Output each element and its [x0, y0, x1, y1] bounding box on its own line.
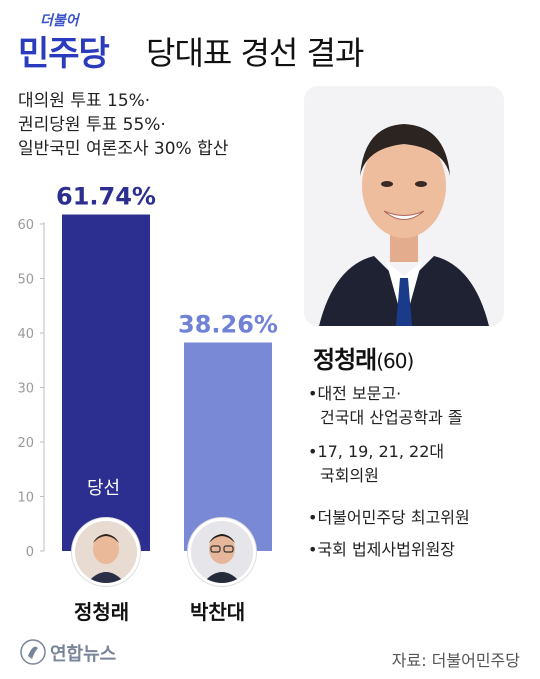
y-tick-label: 10 — [17, 491, 34, 506]
bio-item-1-cont: 건국대 산업공학과 졸 — [320, 408, 463, 427]
page-title: 당대표 경선 결과 — [146, 34, 364, 72]
source-text: 자료: 더불어민주당 — [391, 651, 520, 670]
bar-chart: 0 10 20 30 40 50 60 61.74% 38.26% — [17, 183, 278, 560]
note-line-3: 일반국민 여론조사 30% 합산 — [18, 139, 229, 159]
y-tick-label: 20 — [17, 436, 34, 451]
avatar-park — [188, 518, 256, 586]
candidate-photo — [304, 86, 504, 326]
logo-text: 연합뉴스 — [50, 644, 117, 665]
category-label-1: 정청래 — [74, 600, 130, 624]
bio-item-4: •국회 법제사법위원장 — [308, 540, 456, 559]
bar-1 — [62, 214, 150, 551]
title-block: 더불어 민주당 당대표 경선 결과 — [18, 10, 528, 74]
party-name-small: 더불어 — [40, 13, 79, 29]
y-tick-label: 60 — [17, 218, 34, 233]
bio-item-2: •17, 19, 21, 22대 — [308, 442, 445, 461]
bar-2 — [184, 342, 272, 551]
avatar-jung — [72, 518, 140, 586]
bio-item-3: •더불어민주당 최고위원 — [308, 508, 470, 527]
person-icon — [75, 521, 137, 583]
value-label-1: 61.74% — [56, 183, 156, 211]
logo-mark-icon — [20, 639, 46, 665]
bio-item-1: •대전 보문고· — [308, 384, 402, 403]
candidate-age: (60) — [376, 349, 414, 373]
note-line-2: 권리당원 투표 55%· — [18, 115, 166, 135]
candidate-name: 정청래(60) — [313, 340, 414, 375]
note-line-1: 대의원 투표 15%· — [18, 91, 151, 111]
value-label-2: 38.26% — [178, 310, 278, 338]
y-tick-label: 50 — [17, 273, 34, 288]
yonhap-logo: 연합뉴스 — [20, 638, 140, 666]
bio-item-2-cont: 국회의원 — [320, 466, 379, 485]
category-label-2: 박찬대 — [190, 600, 246, 624]
person-portrait-icon — [304, 86, 504, 326]
y-tick-label: 40 — [17, 327, 34, 342]
person-icon — [191, 521, 253, 583]
party-name: 민주당 — [18, 34, 110, 74]
candidate-name-text: 정청래 — [313, 346, 377, 374]
y-tick-label: 0 — [26, 545, 34, 560]
winner-label: 당선 — [87, 478, 121, 499]
y-tick-label: 30 — [17, 382, 34, 397]
